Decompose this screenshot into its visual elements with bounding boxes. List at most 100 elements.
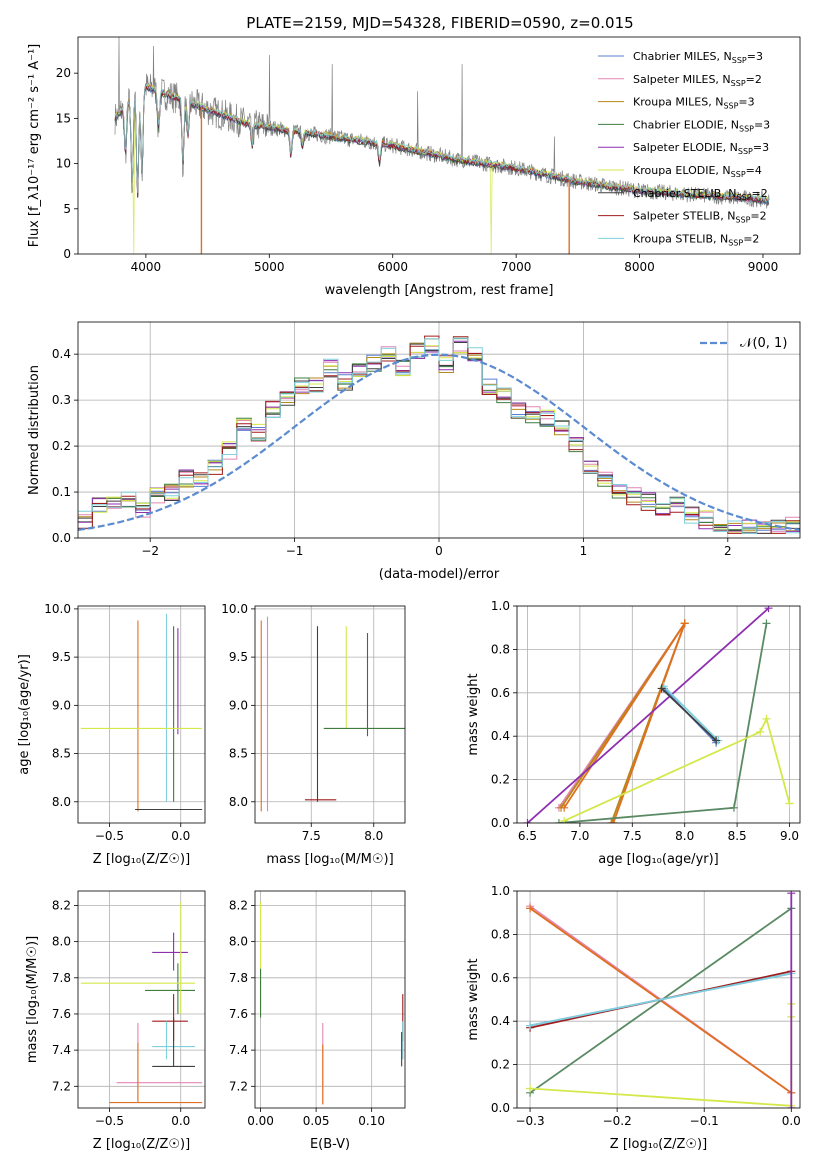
panel-massweight_vs_Z: −0.3 −0.2 −0.1 0.0 0.0 0.2 0.4 0.6 0.8 1.0 Z [log₁… [466, 884, 801, 1152]
x-tick-label: −2 [141, 544, 159, 558]
y-tick-label: 8.2 [229, 898, 248, 912]
y-tick-label: 10.0 [221, 602, 248, 616]
y-axis-label: mass weight [466, 673, 481, 755]
y-tick-label: 7.6 [52, 1007, 71, 1021]
axes-frame [516, 890, 801, 1109]
plot-area [517, 891, 800, 1108]
series-line-kroupa-elodie [563, 716, 791, 822]
x-axis-label: age [log₁₀(age/yr)] [598, 852, 719, 867]
series-marker [787, 1104, 796, 1108]
y-tick-label: 20 [56, 66, 71, 80]
series-marker [785, 799, 794, 808]
x-tick-label: 0.10 [358, 1114, 385, 1128]
y-tick-label: 7.4 [229, 1043, 248, 1057]
axes-frame [77, 36, 801, 255]
histogram-kroupa-stelib [78, 337, 800, 534]
y-tick-label: 8.0 [52, 935, 71, 949]
y-tick-label: 8.0 [52, 795, 71, 809]
y-tick-label: 0.8 [491, 927, 510, 941]
plot-area [78, 606, 205, 823]
x-tick-label: −0.1 [690, 1114, 719, 1128]
panel-spectrum: 4000 5000 6000 7000 8000 9000 0 5 10 15 20 waveleng… [27, 36, 801, 298]
panel-massweight_vs_age: 6.5 7.0 7.5 8.0 8.5 9.0 0.0 0.2 0.4 0.6 0.8 1.0 age … [466, 599, 801, 867]
series-marker [526, 1021, 535, 1030]
series-line-salpeter-elodie [526, 607, 770, 823]
series-marker [607, 819, 616, 823]
x-axis-label: (data-model)/error [379, 567, 500, 582]
series-marker [787, 891, 796, 898]
x-tick-label: 0.05 [303, 1114, 330, 1128]
panel-mass_vs_Z: −0.5 0.0 7.2 7.4 7.6 7.8 8.0 8.2 Z [log₁₀(Z/Z☉)]… [25, 890, 206, 1152]
series-marker [762, 619, 771, 628]
series-marker [560, 816, 569, 823]
axes-frame [254, 605, 406, 824]
x-tick-label: 0 [435, 544, 443, 558]
y-tick-label: 1.0 [491, 884, 510, 898]
series-marker [729, 803, 738, 812]
y-axis-label: Flux [f_λ10⁻¹⁷ erg cm⁻² s⁻¹ A⁻¹] [27, 44, 42, 248]
series-marker [712, 736, 721, 745]
panel-mass_vs_EBV: 0.00 0.05 0.10 7.2 7.4 7.6 7.8 8.0 8.2 E(B-V) [229, 890, 406, 1152]
legend-entry: Chabrier ELODIE, NSSP=3 [633, 118, 770, 133]
y-tick-label: 0.2 [491, 773, 510, 787]
model-line-salpeter-stelib [114, 85, 770, 203]
series-marker [526, 1084, 535, 1093]
y-tick-label: 0.4 [52, 347, 71, 361]
x-tick-label: 0.0 [171, 1114, 190, 1128]
spectrum-legend: Chabrier MILES, NSSP=3 Salpeter MILES, NS… [598, 50, 770, 247]
y-tick-label: 9.5 [229, 650, 248, 664]
y-tick-label: 7.4 [52, 1043, 71, 1057]
y-axis-label: Normed distribution [27, 365, 42, 495]
y-tick-label: 7.2 [229, 1079, 248, 1093]
y-tick-label: 8.2 [52, 898, 71, 912]
plot-area [114, 37, 770, 254]
y-tick-label: 0.3 [52, 393, 71, 407]
series-marker [756, 727, 765, 736]
spectrum-title: PLATE=2159, MJD=54328, FIBERID=0590, z=0… [246, 14, 633, 32]
axes-frame [516, 605, 801, 824]
y-tick-label: 0.8 [491, 642, 510, 656]
legend-entry: Salpeter MILES, NSSP=2 [633, 73, 762, 88]
x-tick-label: 7.5 [302, 829, 321, 843]
plot-area [78, 322, 800, 538]
y-axis-label: mass [log₁₀(M/M☉)] [25, 936, 40, 1063]
x-tick-label: −0.5 [95, 829, 124, 843]
y-tick-label: 0.6 [491, 971, 510, 985]
histogram-salpeter-stelib [78, 335, 800, 534]
series-marker [680, 619, 689, 628]
y-tick-label: 8.0 [229, 935, 248, 949]
y-axis-label: age [log₁₀(age/yr)] [17, 654, 32, 775]
series-line-kroupa-stelib [663, 685, 719, 742]
x-tick-label: −0.5 [95, 1114, 124, 1128]
axes-frame [77, 890, 206, 1109]
x-tick-label: 8.0 [364, 829, 383, 843]
series-marker [657, 684, 666, 693]
x-tick-label: 7.5 [623, 829, 642, 843]
legend-entry: Chabrier MILES, NSSP=3 [633, 50, 763, 65]
series-line-green-overlay [558, 623, 768, 823]
y-tick-label: 9.0 [229, 698, 248, 712]
y-tick-label: 0.2 [491, 1058, 510, 1072]
model-line-kroupa-stelib [114, 83, 770, 203]
x-tick-label: −0.3 [515, 1114, 544, 1128]
x-tick-label: 8000 [624, 260, 655, 274]
x-axis-label: wavelength [Angstrom, rest frame] [325, 283, 554, 298]
legend-entry: Salpeter ELODIE, NSSP=3 [633, 141, 769, 156]
legend-entry: 𝒩(0, 1) [740, 336, 787, 351]
y-tick-label: 0.4 [491, 729, 510, 743]
y-tick-label: 0.4 [491, 1014, 510, 1028]
y-tick-label: 9.0 [52, 698, 71, 712]
x-tick-label: 8.0 [675, 829, 694, 843]
x-tick-label: 9000 [748, 260, 779, 274]
plot-area [78, 891, 205, 1108]
x-tick-label: 6.5 [518, 829, 537, 843]
y-tick-label: 1.0 [491, 599, 510, 613]
y-tick-label: 7.8 [52, 971, 71, 985]
y-tick-label: 8.5 [229, 747, 248, 761]
x-tick-label: 0.0 [782, 1114, 801, 1128]
x-tick-label: 7000 [501, 260, 532, 274]
series-line-chabrier-stelib [660, 687, 717, 742]
y-tick-label: 10 [56, 157, 71, 171]
x-axis-label: Z [log₁₀(Z/Z☉)] [93, 1137, 190, 1152]
